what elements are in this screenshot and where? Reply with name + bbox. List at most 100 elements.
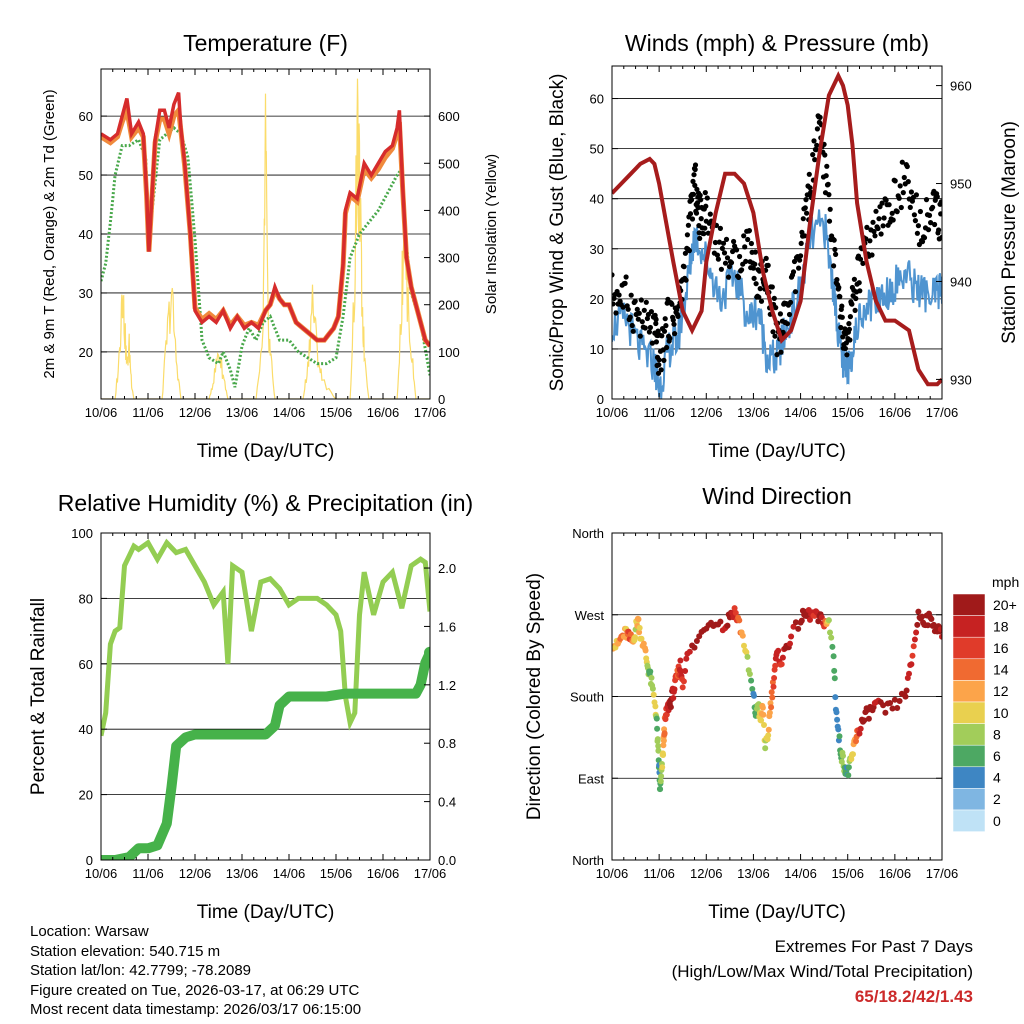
gust-point bbox=[742, 244, 748, 250]
y-right-tick-label: 950 bbox=[950, 177, 972, 192]
wind-direction-point bbox=[746, 671, 753, 677]
gust-point bbox=[746, 228, 753, 234]
gust-point bbox=[649, 340, 656, 346]
gust-point bbox=[752, 261, 758, 267]
y-tick-label: 60 bbox=[79, 109, 93, 124]
elevation-text: Station elevation: 540.715 m bbox=[30, 942, 221, 960]
gust-point bbox=[644, 315, 651, 322]
gust-point bbox=[905, 179, 911, 185]
gust-point bbox=[812, 157, 818, 163]
x-axis-label: Time (Day/UTC) bbox=[197, 441, 335, 462]
wind-direction-point bbox=[682, 668, 689, 674]
gust-point bbox=[791, 258, 798, 265]
wind-direction-point bbox=[744, 653, 751, 660]
colorbar-label: 12 bbox=[993, 683, 1009, 699]
wind-direction-point bbox=[667, 704, 674, 711]
gust-point bbox=[839, 314, 845, 320]
gust-point bbox=[687, 211, 694, 217]
gust-point bbox=[763, 255, 769, 261]
gust-point bbox=[771, 295, 777, 301]
gust-point bbox=[653, 320, 659, 327]
gust-point bbox=[682, 250, 689, 256]
y-tick-label: 100 bbox=[71, 526, 93, 541]
gust-point bbox=[802, 233, 808, 239]
chart-title: Wind Direction bbox=[702, 483, 852, 509]
created-text: Figure created on Tue, 2026-03-17, at 06… bbox=[30, 981, 360, 999]
gust-point bbox=[898, 204, 904, 211]
gust-point bbox=[628, 292, 634, 298]
wind-direction-point bbox=[691, 644, 698, 651]
gust-point bbox=[661, 357, 667, 363]
x-tick-label: 14/06 bbox=[784, 405, 817, 420]
gust-point bbox=[697, 235, 703, 241]
wind-direction-point bbox=[758, 717, 765, 724]
wind-direction-point bbox=[693, 638, 700, 644]
gust-point bbox=[714, 252, 721, 258]
gust-point bbox=[701, 231, 707, 237]
wind-direction-point bbox=[650, 691, 657, 698]
wind-direction-point bbox=[865, 715, 872, 722]
wind-direction-point bbox=[928, 616, 935, 622]
x-tick-label: 12/06 bbox=[179, 866, 212, 881]
chart-title: Temperature (F) bbox=[183, 30, 348, 56]
colorbar-swatch bbox=[952, 680, 986, 703]
wind-direction-point bbox=[902, 693, 909, 700]
y-tick-label: North bbox=[572, 853, 604, 868]
gust-point bbox=[774, 352, 780, 358]
gust-point bbox=[655, 370, 662, 376]
wind-direction-point bbox=[679, 684, 686, 691]
wind-direction-point bbox=[653, 715, 660, 722]
y-right-axis-label: Solar Insolation (Yellow) bbox=[483, 154, 500, 314]
extremes-block: Extremes For Past 7 Days (High/Low/Max W… bbox=[672, 934, 973, 1009]
gust-point bbox=[901, 174, 907, 181]
gust-point bbox=[847, 314, 854, 320]
gust-point bbox=[897, 183, 903, 189]
gust-point bbox=[719, 245, 726, 251]
gust-point bbox=[743, 258, 749, 264]
wind-direction-point bbox=[830, 653, 837, 660]
colorbar-swatch bbox=[952, 593, 986, 616]
gust-point bbox=[792, 289, 799, 295]
wind-direction-point bbox=[647, 668, 654, 675]
gust-point bbox=[806, 171, 812, 177]
x-tick-label: 15/06 bbox=[320, 405, 353, 420]
gust-point bbox=[878, 231, 884, 237]
wind-direction-point bbox=[671, 686, 678, 693]
wind-direction-point bbox=[919, 613, 925, 620]
y-right-tick-label: 400 bbox=[438, 203, 460, 218]
plot-area bbox=[612, 605, 942, 793]
gust-point bbox=[769, 284, 775, 290]
wind-direction-point bbox=[640, 640, 647, 647]
gust-point bbox=[703, 203, 709, 209]
wind-direction-point bbox=[775, 647, 782, 654]
colorbar-label: 6 bbox=[993, 748, 1001, 764]
gust-point bbox=[851, 276, 858, 282]
wind-direction-point bbox=[724, 622, 731, 629]
gust-point bbox=[641, 307, 647, 313]
wind-direction-point bbox=[924, 622, 931, 629]
y-right-tick-label: 500 bbox=[438, 156, 460, 171]
gust-point bbox=[716, 239, 723, 245]
gust-point bbox=[697, 192, 703, 198]
gust-point bbox=[623, 274, 629, 280]
wind-direction-point bbox=[657, 786, 664, 793]
gust-point bbox=[722, 260, 729, 266]
gust-point bbox=[629, 322, 635, 329]
y-tick-label: 40 bbox=[590, 192, 604, 207]
wind-direction-point bbox=[840, 752, 846, 759]
wind-direction-point bbox=[741, 642, 747, 649]
gust-point bbox=[770, 329, 776, 335]
y-right-tick-label: 0.0 bbox=[438, 853, 456, 868]
gust-point bbox=[837, 294, 843, 300]
gust-point bbox=[871, 228, 877, 235]
gust-point bbox=[656, 362, 662, 368]
y-right-tick-label: 940 bbox=[950, 274, 972, 289]
y-right-tick-label: 1.2 bbox=[438, 678, 456, 693]
wind-direction-point bbox=[636, 624, 643, 631]
wind-direction-point bbox=[638, 635, 645, 642]
gust-point bbox=[889, 210, 895, 216]
gust-point bbox=[723, 236, 730, 242]
wind-direction-point bbox=[748, 677, 755, 684]
gust-point bbox=[702, 190, 708, 196]
gust-point bbox=[899, 159, 905, 165]
